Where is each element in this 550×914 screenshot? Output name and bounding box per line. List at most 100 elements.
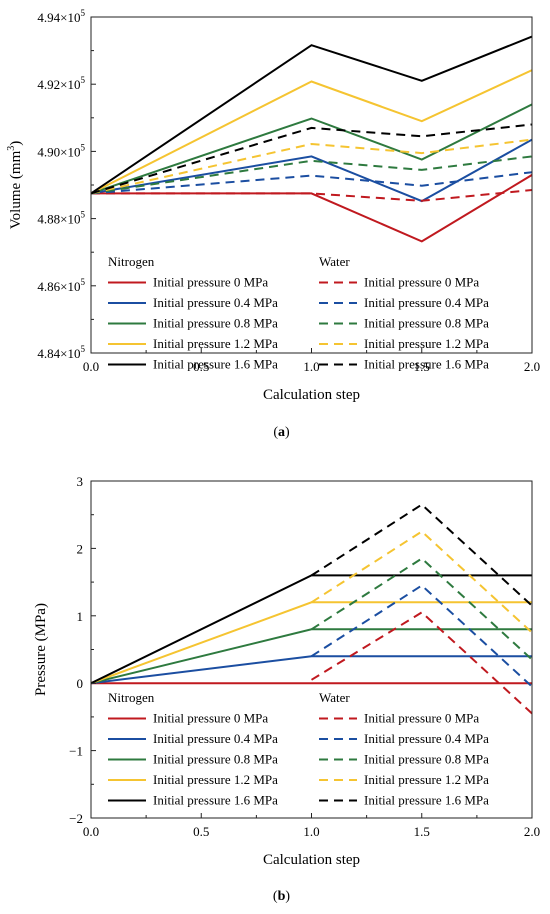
legend-entry-label: Initial pressure 0 MPa: [364, 711, 479, 726]
legend: Nitrogen Initial pressure 0 MPa Initial pr…: [108, 254, 489, 372]
series-line-water-6: [91, 171, 532, 195]
y-tick-label-mantissa: 4.94×10: [37, 10, 80, 25]
legend-group-title: Nitrogen: [108, 690, 155, 705]
x-tick-label: 1.0: [303, 359, 319, 374]
y-tick-label-exponent: 5: [81, 344, 86, 354]
legend-entry-label: Initial pressure 1.2 MPa: [153, 336, 278, 351]
x-tick-label: 0.0: [83, 359, 99, 374]
y-tick-label: 4.90×105: [37, 142, 85, 159]
legend-entry-label: Initial pressure 0.4 MPa: [153, 731, 278, 746]
y-tick-label-exponent: 5: [81, 277, 86, 287]
legend-entry-label: Initial pressure 0.4 MPa: [153, 295, 278, 310]
legend-entry-label: Initial pressure 0.8 MPa: [364, 752, 489, 767]
y-tick-label-mantissa: 4.90×10: [37, 144, 80, 159]
legend-entry-label: Initial pressure 0.4 MPa: [364, 731, 489, 746]
plot-frame: [90, 480, 533, 819]
series-line-nitrogen-1: [91, 138, 532, 203]
legend-entry-label: Initial pressure 0.8 MPa: [153, 752, 278, 767]
legend-entry-label: Initial pressure 0.8 MPa: [364, 316, 489, 331]
panel-caption-letter: b: [278, 889, 286, 904]
series-line-nitrogen-4: [91, 35, 532, 195]
series-group: [91, 35, 532, 243]
x-tick-label: 2.0: [524, 359, 540, 374]
legend-group-title: Water: [319, 690, 350, 705]
x-tick-label: 0.0: [83, 824, 99, 839]
x-axis-title: Calculation step: [263, 387, 360, 403]
x-tick-label: 1.0: [303, 824, 319, 839]
x-tick-label: 0.5: [193, 824, 209, 839]
y-axis-title-main: Volume (mm: [8, 150, 24, 229]
y-tick-label: 4.86×105: [37, 277, 85, 294]
y-tick-label: 1: [77, 609, 84, 624]
y-tick-label-exponent: 5: [81, 210, 86, 220]
series-line-water-9: [91, 123, 532, 195]
legend-entry-label: Initial pressure 0.8 MPa: [153, 316, 278, 331]
series-line-nitrogen-4: [91, 574, 532, 685]
y-tick-label-mantissa: 4.86×10: [37, 279, 80, 294]
y-tick-label: 4.84×105: [37, 344, 85, 361]
y-tick-label: 0: [77, 676, 84, 691]
legend-entry-label: Initial pressure 1.6 MPa: [364, 357, 489, 372]
chart-panel-b: 0.0 0.5 1.0 1.5 2.0 −2 −1 0 1 2 3 Calculation step P…: [33, 474, 540, 904]
y-tick-label-exponent: 5: [81, 8, 86, 18]
legend-group-title: Nitrogen: [108, 254, 155, 269]
legend-entry-label: Initial pressure 1.2 MPa: [364, 336, 489, 351]
legend-entry-label: Initial pressure 1.2 MPa: [153, 772, 278, 787]
y-tick-label: 4.88×105: [37, 210, 85, 227]
panel-caption-close: ): [285, 889, 290, 904]
legend-entry-label: Initial pressure 1.6 MPa: [364, 793, 489, 808]
series-line-water-7: [91, 155, 532, 195]
series-line-water-8: [310, 530, 532, 634]
y-axis-title: Pressure (MPa): [33, 603, 49, 696]
series-line-water-5: [310, 611, 532, 715]
legend-entry-label: Initial pressure 0 MPa: [153, 711, 268, 726]
panel-caption: (a): [273, 425, 290, 440]
y-tick-label-exponent: 5: [81, 75, 86, 85]
y-tick-label: 4.92×105: [37, 75, 85, 92]
y-axis-title-end: ): [8, 141, 24, 146]
panel-caption-open: (: [273, 425, 278, 440]
series-line-nitrogen-2: [91, 628, 532, 685]
y-tick-label: −1: [69, 744, 83, 759]
series-group: [91, 503, 532, 715]
chart-panel-a: 0.0 0.5 1.0 1.5 2.04.84×1054.86×1054.88×1054…: [6, 8, 540, 440]
series-line-water-6: [310, 584, 532, 688]
x-tick-label: 2.0: [524, 824, 540, 839]
legend-entry-label: Initial pressure 1.6 MPa: [153, 357, 278, 372]
panel-caption-open: (: [273, 889, 278, 904]
series-line-water-7: [310, 557, 532, 661]
series-line-water-8: [91, 138, 532, 195]
y-axis-title: Volume (mm3): [6, 141, 24, 229]
legend: Nitrogen Initial pressure 0 MPa Initial pr…: [108, 690, 489, 808]
legend-group-title: Water: [319, 254, 350, 269]
legend-entry-label: Initial pressure 1.6 MPa: [153, 793, 278, 808]
legend-entry-label: Initial pressure 0 MPa: [153, 275, 268, 290]
x-tick-label: 0.5: [193, 359, 209, 374]
x-tick-label: 1.5: [414, 359, 430, 374]
legend-entry-label: Initial pressure 1.2 MPa: [364, 772, 489, 787]
y-tick-label-mantissa: 4.88×10: [37, 212, 80, 227]
legend-entry-label: Initial pressure 0.4 MPa: [364, 295, 489, 310]
y-tick-label-mantissa: 4.92×10: [37, 77, 80, 92]
panel-caption: (b): [273, 889, 290, 904]
x-tick-label: 1.5: [414, 824, 430, 839]
y-tick-label: 4.94×105: [37, 8, 85, 25]
y-tick-label-exponent: 5: [81, 142, 86, 152]
y-tick-label-mantissa: 4.84×10: [37, 346, 80, 361]
panel-caption-close: ): [285, 425, 290, 440]
y-tick-label: −2: [69, 811, 83, 826]
x-axis-title: Calculation step: [263, 852, 360, 868]
series-line-nitrogen-3: [91, 69, 532, 195]
y-tick-label: 3: [77, 474, 84, 489]
series-line-water-5: [91, 189, 532, 202]
series-line-nitrogen-1: [91, 655, 532, 685]
series-line-nitrogen-2: [91, 103, 532, 195]
series-line-nitrogen-3: [91, 601, 532, 685]
series-line-water-9: [310, 503, 532, 607]
series-line-nitrogen-0: [91, 174, 532, 243]
panel-caption-letter: a: [278, 425, 285, 440]
y-axis-title-superscript: 3: [6, 146, 17, 151]
y-tick-label: 2: [77, 541, 84, 556]
y-axis-title-main: Pressure (MPa): [33, 603, 49, 696]
